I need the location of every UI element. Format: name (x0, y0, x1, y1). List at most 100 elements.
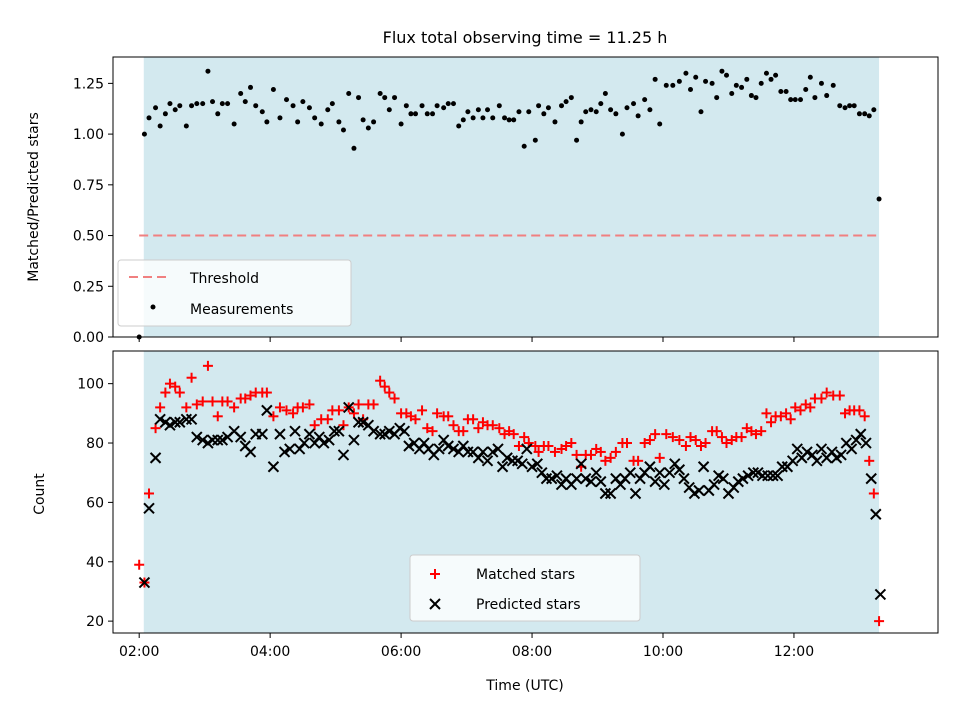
predicted-star-point (865, 472, 877, 485)
measurement-point (676, 78, 682, 84)
marker-stroke (357, 416, 369, 428)
predicted-star-point (333, 425, 345, 437)
measurement-point (703, 78, 709, 84)
predicted-star-point (658, 478, 671, 491)
measurement-point (862, 111, 868, 117)
marker-stroke (874, 588, 887, 601)
measurement-point (698, 109, 704, 115)
measurement-point (792, 97, 798, 103)
predicted-star-point (874, 588, 887, 601)
predicted-star-point (756, 469, 769, 482)
matched-star-point (854, 405, 865, 416)
matched-star-point (716, 432, 727, 443)
predicted-star-point (835, 449, 847, 461)
marker-stroke (174, 416, 186, 428)
measurement-point (624, 105, 630, 111)
predicted-star-point (244, 446, 257, 458)
measurement-point (709, 80, 715, 86)
matched-star-point (432, 408, 443, 419)
matched-star-point (821, 387, 832, 398)
matched-star-point (766, 417, 777, 428)
marker-stroke (289, 425, 301, 437)
measurement-point (141, 131, 147, 137)
predicted-star-point (206, 434, 219, 446)
measurement-point (511, 117, 517, 123)
measurement-point (336, 119, 342, 125)
marker-stroke (394, 422, 406, 434)
measurement-point (183, 123, 189, 129)
measurement-point (434, 103, 440, 109)
marker-stroke (663, 466, 676, 479)
matched-star-point (222, 396, 233, 407)
matched-star-point (644, 435, 655, 446)
measurement-point (613, 111, 619, 117)
measurement-point (532, 137, 538, 143)
measurement-point (360, 117, 366, 123)
matched-star-point (859, 411, 870, 422)
matched-star-point (543, 440, 554, 451)
measurement-point (652, 76, 658, 82)
matched-star-point (348, 408, 359, 419)
measurement-point (162, 111, 168, 117)
legend-matched-label: Matched stars (476, 567, 575, 583)
measurement-point (642, 97, 648, 103)
predicted-star-point (212, 434, 224, 446)
predicted-star-point (216, 434, 229, 446)
measurement-point (419, 103, 425, 109)
marker-stroke (595, 475, 607, 488)
measurement-point (516, 109, 522, 115)
predicted-star-point (815, 443, 828, 455)
legend-top: Threshold Measurements (117, 259, 352, 327)
marker-stroke (216, 434, 229, 446)
matched-star-point (191, 399, 202, 410)
predicted-star-point (323, 434, 335, 446)
measurement-point (480, 115, 486, 121)
marker-stroke (767, 469, 779, 482)
matched-star-point (353, 399, 364, 410)
predicted-star-point (348, 434, 360, 446)
predicted-star-point (143, 502, 155, 515)
marker-stroke (303, 428, 316, 440)
matched-star-point (661, 429, 672, 440)
measurement-point (688, 86, 693, 92)
matched-star-point (775, 411, 786, 422)
measurement-point (783, 88, 789, 94)
marker-stroke (267, 461, 280, 473)
measurement-point (578, 119, 584, 125)
measurement-point (506, 117, 512, 123)
measurement-point (744, 76, 750, 82)
measurement-point (377, 91, 383, 97)
matched-star-point (790, 402, 801, 413)
matched-star-point (322, 414, 333, 425)
measurement-point (146, 115, 152, 121)
matched-star-point (785, 414, 796, 425)
measurement-point (424, 111, 430, 117)
matched-star-point (633, 455, 644, 466)
matched-star-point (422, 423, 433, 434)
measurement-point (568, 95, 574, 101)
predicted-star-point (196, 434, 209, 446)
matched-star-point (144, 488, 155, 499)
matched-star-point (549, 446, 560, 457)
matched-star-point (868, 488, 879, 499)
marker-stroke (418, 437, 430, 449)
matched-star-point (181, 402, 192, 413)
measurement-point (210, 99, 216, 105)
marker-stroke (362, 419, 375, 431)
marker-stroke (806, 449, 818, 461)
marker-stroke (855, 428, 867, 440)
marker-stroke (521, 443, 533, 455)
matched-star-point (309, 420, 320, 431)
measurement-point (663, 82, 669, 88)
matched-star-point (805, 402, 816, 413)
marker-stroke (239, 440, 251, 452)
marker-stroke (526, 461, 538, 473)
matched-star-point (595, 446, 606, 457)
predicted-star-point (343, 401, 355, 414)
measurement-point (365, 125, 371, 131)
marker-stroke (138, 576, 151, 589)
matched-star-point (134, 559, 145, 570)
predicted-star-point (654, 466, 666, 479)
measurement-point (270, 86, 276, 92)
y-tick-label: 80 (86, 436, 104, 452)
